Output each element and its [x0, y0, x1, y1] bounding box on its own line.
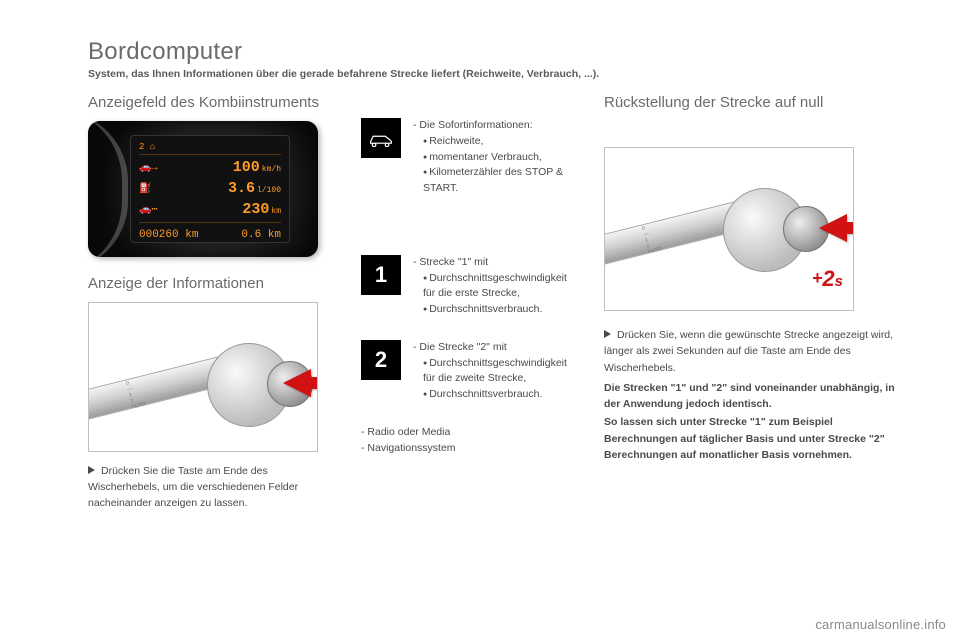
dash-speed-unit: km/h	[262, 165, 281, 174]
dashboard-display: 2 ⌂ 🚗→ 100km/h ⛽ 3.6l/100 🚗⋯ 230km	[88, 121, 318, 257]
stalk-press-image: 0—12AUTO	[88, 302, 318, 452]
fuel-icon: ⛽	[139, 183, 165, 195]
page-title: Bordcomputer	[88, 38, 904, 66]
footer-watermark: carmanualsonline.info	[815, 617, 946, 632]
trip1-lead: Strecke "1" mit	[419, 256, 488, 268]
dash-odo: 000260	[139, 229, 179, 241]
page-subtitle: System, das Ihnen Informationen über die…	[88, 68, 904, 80]
car-speed-icon: 🚗→	[139, 162, 165, 174]
extra-item: Navigationssystem	[361, 441, 576, 457]
square-1-icon: 1	[361, 255, 401, 295]
reset-text: Drücken Sie, wenn die gewünschte Strecke…	[604, 327, 904, 463]
dash-range-val: 230	[242, 201, 269, 218]
stalk-reset-image: 0—12AUTO +2s	[604, 147, 854, 311]
stalk-caption: Drücken Sie die Taste am Ende des Wische…	[88, 464, 333, 511]
trip2-block: 2 Die Strecke "2" mit Durchschnittsgesch…	[361, 340, 576, 403]
trip2-item: Durchschnittsverbrauch.	[413, 387, 576, 403]
two-second-badge: +2s	[812, 266, 843, 292]
car-square-icon	[361, 118, 401, 158]
instant-item: Reichweite,	[413, 134, 576, 150]
heading-display: Anzeigefeld des Kombiinstruments	[88, 94, 333, 111]
trip2-item: Durchschnittsgeschwindigkeit für die zwe…	[413, 356, 576, 388]
press-arrow-icon	[819, 214, 847, 242]
dash-trip-unit: km	[268, 229, 281, 241]
trip2-lead: Die Strecke "2" mit	[419, 341, 506, 353]
dash-tab: 2 ⌂	[139, 142, 281, 155]
trip1-item: Durchschnittsverbrauch.	[413, 302, 576, 318]
dash-range-unit: km	[271, 207, 281, 216]
heading-info: Anzeige der Informationen	[88, 275, 333, 292]
extra-list: Radio oder Media Navigationssystem	[361, 425, 576, 457]
square-2-icon: 2	[361, 340, 401, 380]
press-arrow-icon	[283, 369, 311, 397]
trip1-item: Durchschnittsgeschwindigkeit für die ers…	[413, 271, 576, 303]
extra-item: Radio oder Media	[361, 425, 576, 441]
instant-info-block: Die Sofortinformationen: Reichweite, mom…	[361, 118, 576, 197]
dash-trip: 0.6	[241, 229, 261, 241]
dash-odo-unit: km	[185, 229, 198, 241]
instant-item: momentaner Verbrauch,	[413, 150, 576, 166]
instant-lead: Die Sofortinformationen:	[419, 119, 532, 131]
dash-cons-unit: l/100	[257, 186, 281, 195]
dash-speed-val: 100	[233, 159, 260, 176]
trip1-block: 1 Strecke "1" mit Durchschnittsgeschwind…	[361, 255, 576, 318]
heading-reset: Rückstellung der Strecke auf null	[604, 94, 904, 111]
instant-item: Kilometerzähler des STOP & START.	[413, 165, 576, 197]
dash-cons-val: 3.6	[228, 180, 255, 197]
range-icon: 🚗⋯	[139, 204, 165, 216]
